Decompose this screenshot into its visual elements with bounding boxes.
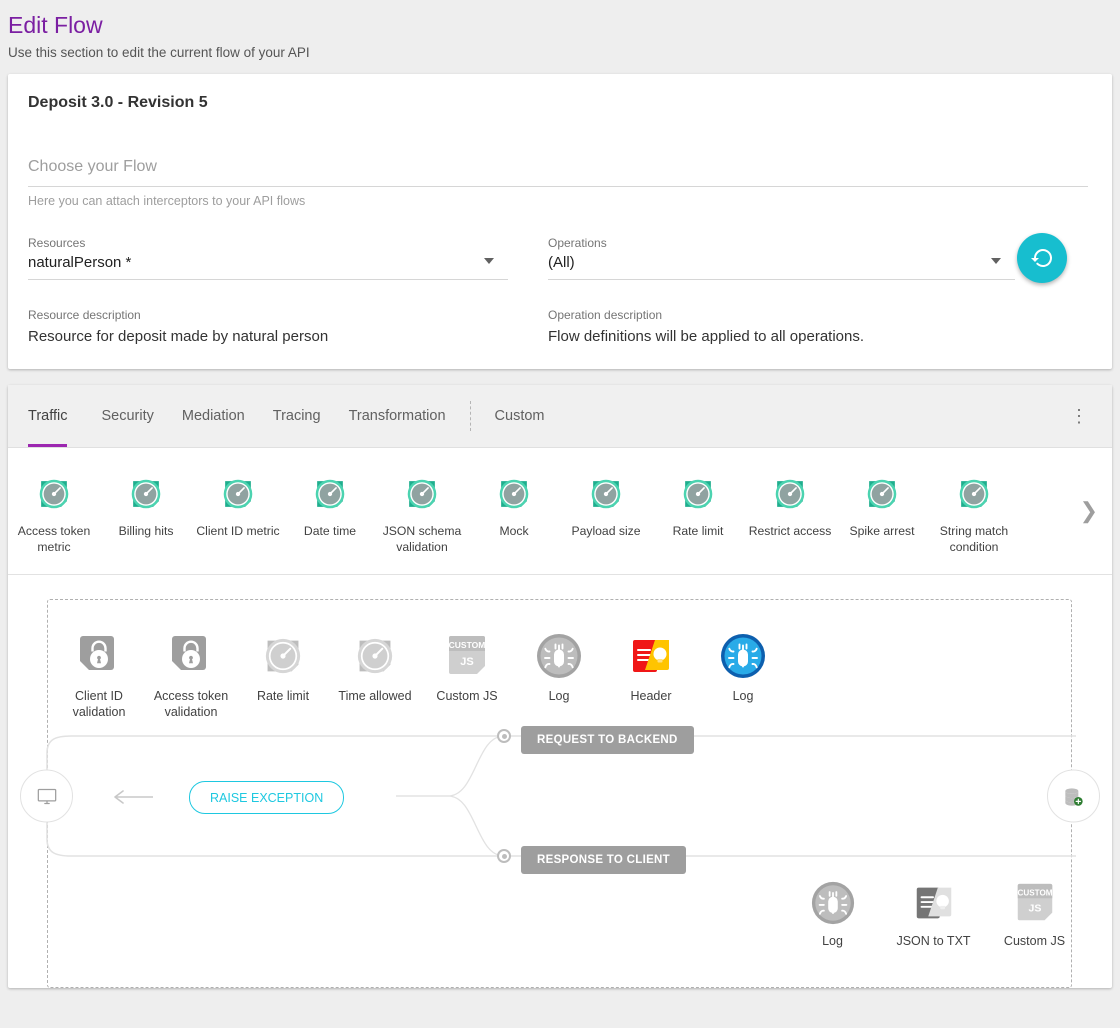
svg-text:CUSTOM: CUSTOM xyxy=(449,640,486,650)
svg-text:JS: JS xyxy=(1028,902,1041,914)
svg-text:CUSTOM: CUSTOM xyxy=(1017,888,1052,897)
svg-text:JS: JS xyxy=(460,656,473,668)
